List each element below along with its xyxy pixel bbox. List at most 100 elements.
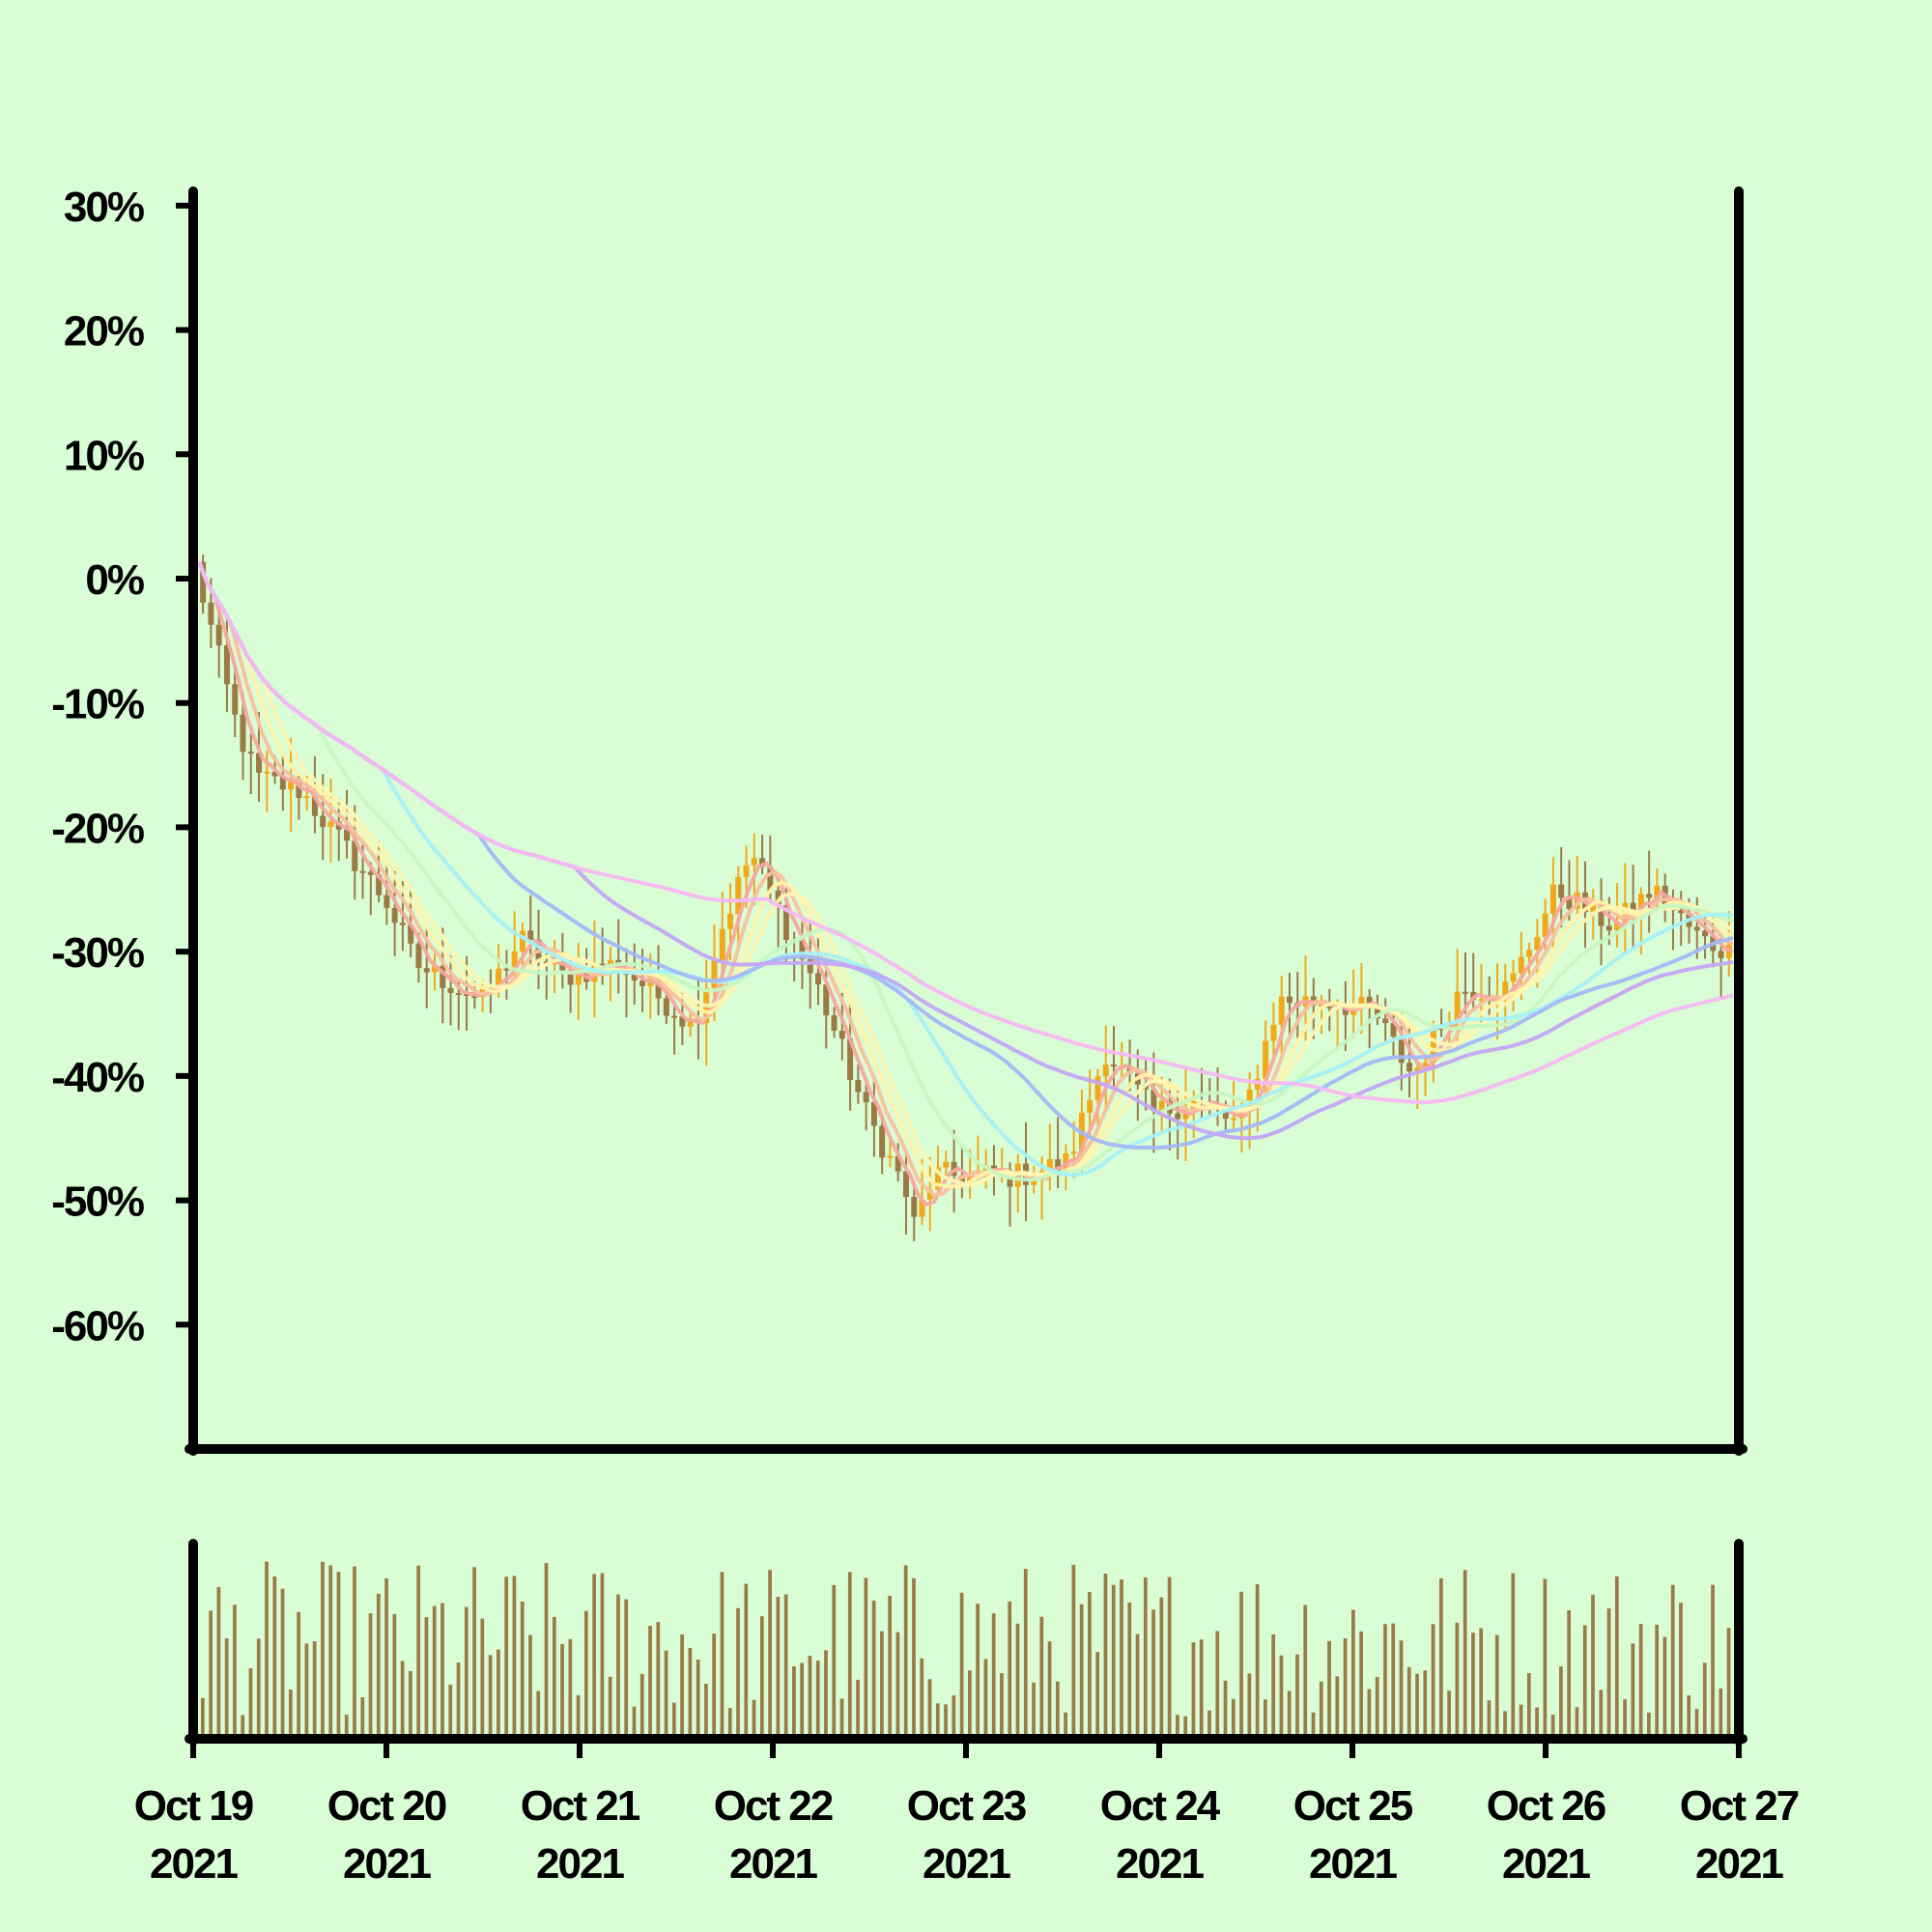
candle-body xyxy=(240,714,246,753)
volume-bar xyxy=(800,1662,805,1734)
candle-body xyxy=(1502,981,1509,1000)
volume-bar xyxy=(472,1567,476,1734)
volume-bar xyxy=(959,1592,964,1734)
volume-bar xyxy=(1423,1670,1428,1734)
candle-body xyxy=(967,1173,974,1184)
volume-bar xyxy=(1399,1640,1404,1734)
candle-body xyxy=(264,771,270,774)
volume-bar xyxy=(664,1650,668,1734)
volume-bar xyxy=(312,1641,317,1734)
candle-body xyxy=(1358,996,1365,1007)
candle-body xyxy=(1031,1179,1037,1185)
candle-body xyxy=(879,1125,886,1158)
volume-bar xyxy=(1071,1564,1076,1734)
candle-body xyxy=(232,684,239,715)
candle-body xyxy=(519,930,526,952)
x-tick-label: Oct 23 xyxy=(907,1782,1026,1830)
candle-body xyxy=(567,970,574,985)
y-tick-label: -50% xyxy=(51,1179,144,1226)
volume-bar xyxy=(856,1679,860,1734)
candle-body xyxy=(1055,1159,1062,1171)
volume-bar xyxy=(1279,1655,1284,1734)
volume-bar xyxy=(1447,1690,1451,1734)
x-tick-label-year: 2021 xyxy=(1309,1840,1397,1888)
volume-bar xyxy=(536,1690,541,1734)
volume-bar xyxy=(1526,1673,1531,1734)
candle-body xyxy=(935,1167,942,1190)
volume-bar xyxy=(792,1666,796,1734)
candle-body xyxy=(895,1155,901,1172)
candle-body xyxy=(288,779,295,790)
volume-bar xyxy=(1543,1578,1548,1734)
candle-body xyxy=(782,905,789,940)
candle-body xyxy=(552,962,558,965)
x-tick-label-year: 2021 xyxy=(536,1840,624,1888)
volume-bar xyxy=(880,1631,884,1734)
volume-bar xyxy=(752,1699,756,1734)
volume-bar xyxy=(712,1634,717,1734)
candle-body xyxy=(1454,991,1461,1023)
volume-bar xyxy=(1591,1594,1595,1734)
volume-bar xyxy=(304,1643,309,1734)
candle-body xyxy=(1678,910,1685,914)
volume-bar xyxy=(776,1596,781,1734)
volume-bar xyxy=(552,1616,556,1734)
y-tick-label: -20% xyxy=(51,805,144,852)
volume-bar xyxy=(464,1606,469,1734)
volume-bar xyxy=(1039,1616,1044,1734)
candle-body xyxy=(1286,996,1293,1004)
candle-body xyxy=(943,1161,950,1168)
volume-bar xyxy=(1438,1577,1443,1734)
candle-body xyxy=(919,1199,925,1217)
volume-bar xyxy=(1647,1712,1651,1734)
volume-bar xyxy=(991,1613,996,1734)
volume-bar xyxy=(1623,1699,1627,1734)
candle-body xyxy=(1702,930,1709,937)
volume-bar xyxy=(1088,1592,1092,1734)
x-tick-label: Oct 19 xyxy=(134,1782,253,1830)
candle-body xyxy=(1254,1078,1261,1091)
volume-bar xyxy=(512,1576,517,1734)
candle-body xyxy=(767,867,774,891)
volume-bar xyxy=(1303,1605,1308,1734)
candle-body xyxy=(1646,894,1653,898)
candle-body xyxy=(911,1196,918,1217)
candle-body xyxy=(1462,991,1468,994)
volume-bar xyxy=(903,1565,908,1734)
candle-body xyxy=(887,1155,894,1158)
volume-bar xyxy=(424,1617,429,1734)
volume-bar xyxy=(321,1561,325,1734)
volume-bar xyxy=(671,1702,676,1734)
volume-bar xyxy=(847,1572,852,1734)
candle-body xyxy=(431,965,438,973)
candle-body xyxy=(687,1018,694,1027)
volume-bar xyxy=(544,1563,549,1734)
volume-bar xyxy=(360,1696,365,1734)
volume-bar xyxy=(241,1715,245,1734)
moving-average-lines xyxy=(197,560,1735,1207)
volume-bar xyxy=(1311,1712,1316,1734)
volume-bar xyxy=(639,1673,644,1734)
volume-bar xyxy=(1519,1704,1523,1734)
volume-bar xyxy=(328,1565,333,1734)
candle-body xyxy=(327,821,334,828)
candle-body xyxy=(1151,1089,1157,1111)
volume-bar xyxy=(584,1610,588,1734)
volume-bar xyxy=(808,1656,812,1734)
candle-body xyxy=(1693,926,1700,931)
volume-bar xyxy=(256,1638,261,1734)
candle-body xyxy=(1478,999,1485,1002)
candle-body xyxy=(1263,1040,1269,1079)
volume-bar xyxy=(1255,1584,1260,1734)
y-axis-ticks: 30% 20% 10% 0% -10% -20% -30% -40% -50% -60% xyxy=(51,184,193,1350)
volume-bar xyxy=(1662,1636,1667,1734)
volume-bar xyxy=(1008,1601,1012,1734)
volume-bar xyxy=(832,1584,837,1734)
volume-bar xyxy=(1406,1666,1411,1734)
y-tick-label: 30% xyxy=(64,184,144,231)
volume-bar xyxy=(1287,1690,1292,1734)
volume-bar xyxy=(216,1586,221,1734)
volume-bar xyxy=(1726,1628,1731,1734)
candle-body xyxy=(440,965,446,988)
